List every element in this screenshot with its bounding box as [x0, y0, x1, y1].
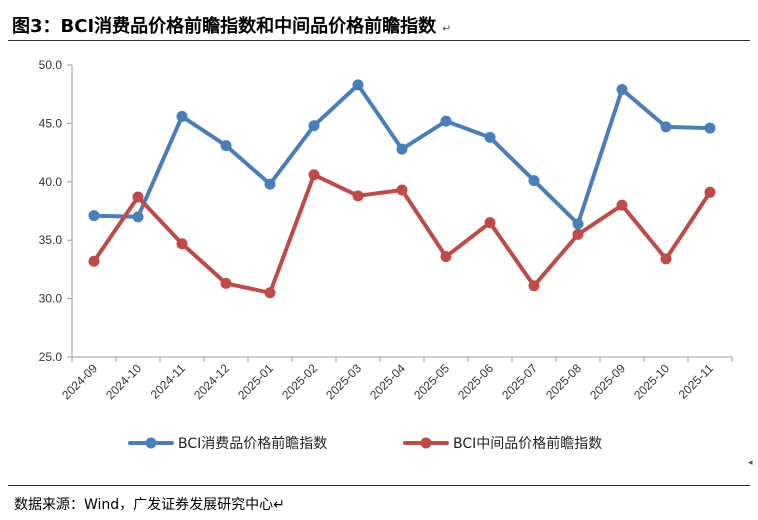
intermediate-data-point	[308, 169, 320, 181]
consumer-data-point	[176, 110, 188, 122]
x-tick-label: 2025-01	[235, 361, 276, 402]
x-tick-label: 2025-06	[455, 361, 496, 402]
x-tick-label: 2025-09	[587, 361, 628, 402]
figure-title-text: 图3：BCI消费品价格前瞻指数和中间品价格前瞻指数	[12, 16, 437, 37]
x-tick-label: 2025-02	[279, 361, 320, 402]
x-tick-label: 2025-11	[676, 361, 717, 402]
left-arrow-icon: ◂	[748, 458, 753, 468]
x-tick-label: 2025-04	[367, 361, 408, 402]
consumer-data-point	[704, 122, 716, 134]
intermediate-data-point	[484, 217, 496, 229]
intermediate-data-point	[396, 184, 408, 196]
return-mark-icon: ↵	[442, 22, 452, 35]
x-tick-label: 2024-10	[103, 361, 144, 402]
x-tick-label: 2025-03	[323, 361, 364, 402]
consumer-data-point	[352, 79, 364, 91]
legend-swatch-marker	[145, 437, 157, 449]
y-tick-label: 30.0	[39, 292, 63, 306]
consumer-data-point	[616, 84, 628, 96]
consumer-data-point	[264, 178, 276, 190]
legend-label: BCI消费品价格前瞻指数	[178, 435, 327, 452]
intermediate-data-point	[352, 190, 364, 202]
intermediate-data-point	[616, 199, 628, 211]
legend-swatch-marker	[420, 437, 432, 449]
intermediate-data-point	[572, 228, 584, 240]
consumer-data-point	[572, 218, 584, 230]
intermediate-data-point	[176, 238, 188, 250]
x-tick-label: 2025-07	[499, 361, 540, 402]
intermediate-data-point	[132, 191, 144, 203]
x-tick-label: 2025-05	[411, 361, 452, 402]
consumer-data-point	[396, 143, 408, 155]
consumer-data-point	[484, 131, 496, 143]
x-tick-label: 2024-11	[148, 361, 189, 402]
consumer-data-point	[132, 211, 144, 223]
consumer-data-point	[660, 121, 672, 133]
consumer-data-point	[220, 140, 232, 152]
y-tick-label: 50.0	[39, 58, 63, 72]
consumer-data-point	[440, 115, 452, 127]
y-tick-label: 25.0	[39, 350, 63, 364]
intermediate-data-point	[440, 251, 452, 263]
consumer-data-point	[88, 210, 100, 222]
x-tick-label: 2025-10	[631, 361, 672, 402]
intermediate-data-point	[264, 287, 276, 299]
intermediate-data-point	[660, 253, 672, 265]
source-bar: 数据来源：Wind，广发证券发展研究中心↵	[8, 485, 750, 520]
intermediate-data-point	[528, 280, 540, 292]
intermediate-data-point	[88, 255, 100, 267]
legend-label: BCI中间品价格前瞻指数	[453, 435, 602, 452]
figure-title: 图3：BCI消费品价格前瞻指数和中间品价格前瞻指数 ↵	[12, 12, 451, 38]
intermediate-data-point	[704, 186, 716, 198]
y-tick-label: 45.0	[39, 116, 63, 130]
consumer-data-point	[528, 175, 540, 187]
consumer-data-point	[308, 120, 320, 132]
x-tick-label: 2025-08	[543, 361, 584, 402]
y-tick-label: 40.0	[39, 175, 63, 189]
source-note: 数据来源：Wind，广发证券发展研究中心↵	[14, 497, 285, 513]
intermediate-data-point	[220, 277, 232, 289]
x-tick-label: 2024-09	[59, 361, 100, 402]
figure-title-bar: 图3：BCI消费品价格前瞻指数和中间品价格前瞻指数 ↵	[8, 6, 750, 41]
y-tick-label: 35.0	[39, 233, 63, 247]
x-tick-label: 2024-12	[191, 361, 232, 402]
